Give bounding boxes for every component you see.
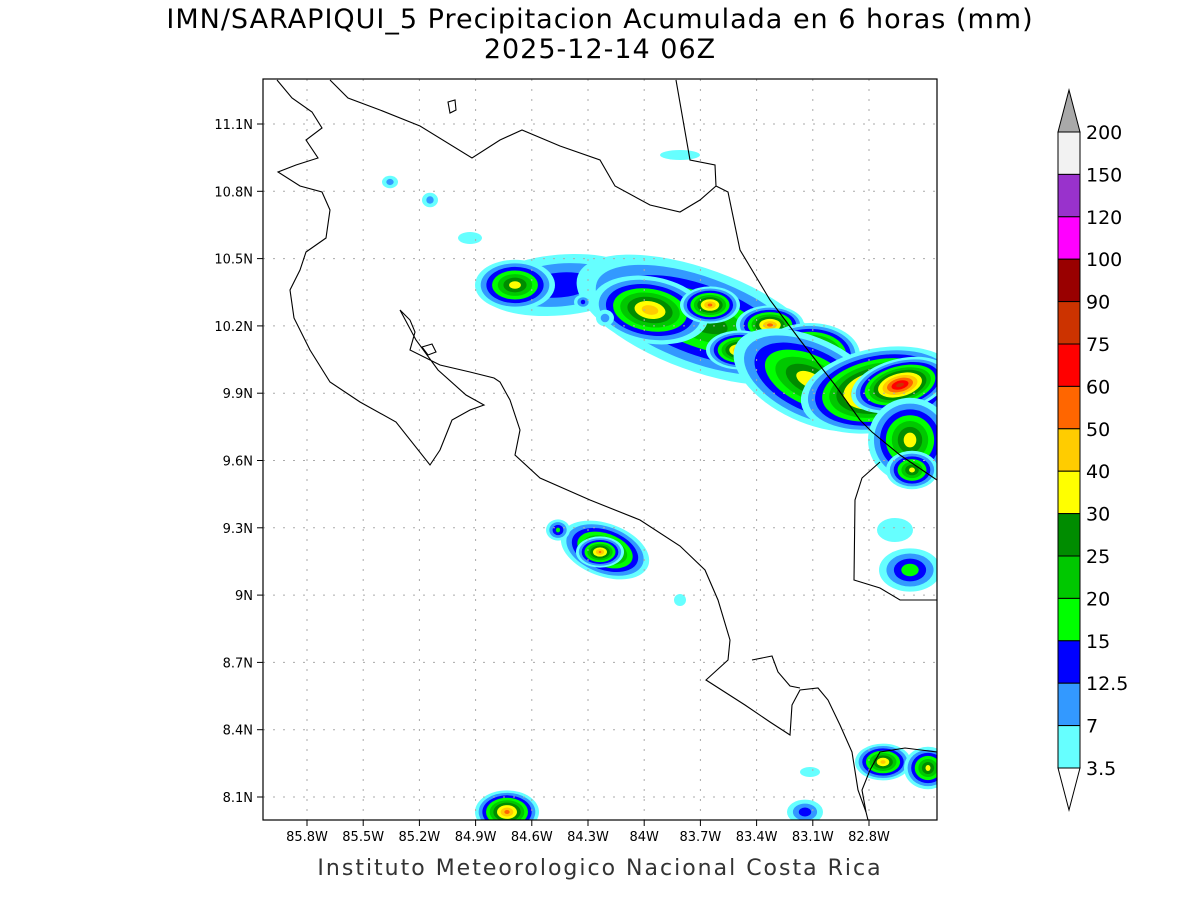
colorbar-label: 60 bbox=[1086, 376, 1110, 398]
colorbar-label: 40 bbox=[1086, 461, 1110, 483]
lon-tick-label: 84.9W bbox=[455, 830, 497, 845]
colorbar-swatch bbox=[1057, 216, 1081, 260]
colorbar-swatch bbox=[1057, 385, 1081, 430]
colorbar-swatch bbox=[1057, 343, 1081, 387]
colorbar-under-triangle bbox=[1057, 767, 1081, 812]
precip-contour bbox=[426, 196, 434, 204]
lat-tick-label: 9.9N bbox=[223, 387, 253, 402]
caribbean-coastline bbox=[329, 79, 717, 213]
colorbar-swatch bbox=[1057, 301, 1081, 345]
colorbar-swatch bbox=[1057, 682, 1081, 727]
colorbar-label: 50 bbox=[1086, 419, 1110, 441]
colorbar-swatch bbox=[1057, 428, 1081, 472]
precip-contour bbox=[660, 150, 700, 160]
lat-tick-label: 8.4N bbox=[223, 724, 253, 739]
colorbar-swatch bbox=[1057, 555, 1081, 599]
colorbar-swatch bbox=[1057, 470, 1081, 515]
colorbar-label: 90 bbox=[1086, 292, 1110, 314]
precip-contour bbox=[641, 305, 659, 315]
colorbar-label: 12.5 bbox=[1086, 673, 1128, 695]
colorbar-swatch bbox=[1057, 640, 1081, 684]
axis-ticks: 85.8W 85.5W 85.2W 84.9W 84.6W 84.3W 84W 83.7W 83… bbox=[214, 118, 890, 845]
precip-contour bbox=[598, 551, 602, 553]
lon-tick-label: 83.1W bbox=[792, 830, 834, 845]
gridlines bbox=[263, 79, 937, 820]
lat-tick-label: 8.7N bbox=[223, 656, 253, 671]
precip-contour bbox=[767, 323, 773, 327]
lat-tick-label: 9.6N bbox=[223, 455, 253, 470]
colorbar-label: 100 bbox=[1086, 249, 1122, 271]
map-title: IMN/SARAPIQUI_5 Precipitacion Acumulada … bbox=[166, 4, 1034, 35]
nicoya-island bbox=[421, 343, 437, 356]
lat-tick-label: 9.3N bbox=[223, 522, 253, 537]
colorbar-label: 150 bbox=[1086, 164, 1122, 186]
lat-tick-label: 10.5N bbox=[214, 253, 253, 268]
lon-tick-label: 83.7W bbox=[679, 830, 721, 845]
precip-contour bbox=[880, 760, 886, 764]
precip-contour bbox=[386, 178, 394, 186]
precip-contour bbox=[877, 518, 913, 542]
colorbar-label: 200 bbox=[1086, 122, 1122, 144]
lon-tick-label: 85.8W bbox=[286, 830, 328, 845]
precip-contour bbox=[901, 563, 919, 577]
lat-tick-label: 8.1N bbox=[223, 791, 253, 806]
colorbar-swatch bbox=[1057, 513, 1081, 557]
lat-tick-label: 10.2N bbox=[214, 320, 253, 335]
map-frame bbox=[262, 78, 938, 821]
colorbar-label: 3.5 bbox=[1086, 758, 1116, 780]
lon-tick-label: 84.6W bbox=[511, 830, 553, 845]
panama-coast-south bbox=[861, 747, 937, 813]
precip-contour bbox=[800, 767, 820, 777]
pacific-coastline bbox=[276, 79, 869, 820]
precip-contour bbox=[909, 467, 915, 473]
precip-contour bbox=[674, 594, 686, 606]
coastlines bbox=[276, 79, 937, 820]
caribbean-coast-south bbox=[715, 185, 937, 481]
precip-contour bbox=[895, 382, 905, 388]
colorbar-label: 25 bbox=[1086, 546, 1110, 568]
colorbar-swatch bbox=[1057, 597, 1081, 642]
colorbar-swatch bbox=[1057, 725, 1081, 769]
precipitation-field bbox=[382, 150, 937, 820]
precip-contour bbox=[580, 299, 586, 305]
precip-contour bbox=[925, 765, 931, 771]
lat-tick-label: 11.1N bbox=[214, 118, 253, 133]
colorbar-label: 120 bbox=[1086, 207, 1122, 229]
precip-contour bbox=[798, 807, 812, 817]
precip-contour bbox=[509, 281, 521, 289]
colorbar-swatch bbox=[1057, 173, 1081, 218]
colorbar-swatch bbox=[1057, 258, 1081, 303]
colorbar-label: 20 bbox=[1086, 588, 1110, 610]
panama-border bbox=[853, 461, 937, 601]
lat-tick-label: 10.8N bbox=[214, 185, 253, 200]
precip-contour bbox=[600, 313, 610, 323]
colorbar-label: 7 bbox=[1086, 716, 1098, 738]
colorbar-label: 75 bbox=[1086, 334, 1110, 356]
precip-contour bbox=[458, 232, 482, 244]
precip-contour bbox=[504, 810, 510, 814]
lon-tick-label: 82.8W bbox=[848, 830, 890, 845]
colorbar-swatch bbox=[1057, 131, 1081, 175]
lon-tick-label: 83.4W bbox=[736, 830, 778, 845]
osa-peninsula bbox=[751, 655, 801, 689]
lon-tick-label: 85.2W bbox=[398, 830, 440, 845]
lon-tick-label: 84.3W bbox=[567, 830, 609, 845]
colorbar-label: 15 bbox=[1086, 631, 1110, 653]
precip-contour bbox=[555, 527, 561, 533]
footer-credit: Instituto Meteorologico Nacional Costa R… bbox=[317, 856, 883, 881]
lon-tick-label: 84W bbox=[629, 830, 659, 845]
precip-contour bbox=[707, 303, 713, 307]
lon-tick-label: 85.5W bbox=[342, 830, 384, 845]
colorbar-label: 30 bbox=[1086, 504, 1110, 526]
colorbar-over-triangle bbox=[1057, 88, 1081, 133]
lat-tick-label: 9N bbox=[235, 589, 253, 604]
colorbar: 200 150 120 100 90 75 60 50 40 30 25 20 15 12.5 7 3.5 bbox=[1057, 88, 1128, 812]
map-valid-time: 2025-12-14 06Z bbox=[483, 34, 717, 65]
precip-contour bbox=[903, 432, 917, 448]
lake-island bbox=[447, 99, 457, 114]
